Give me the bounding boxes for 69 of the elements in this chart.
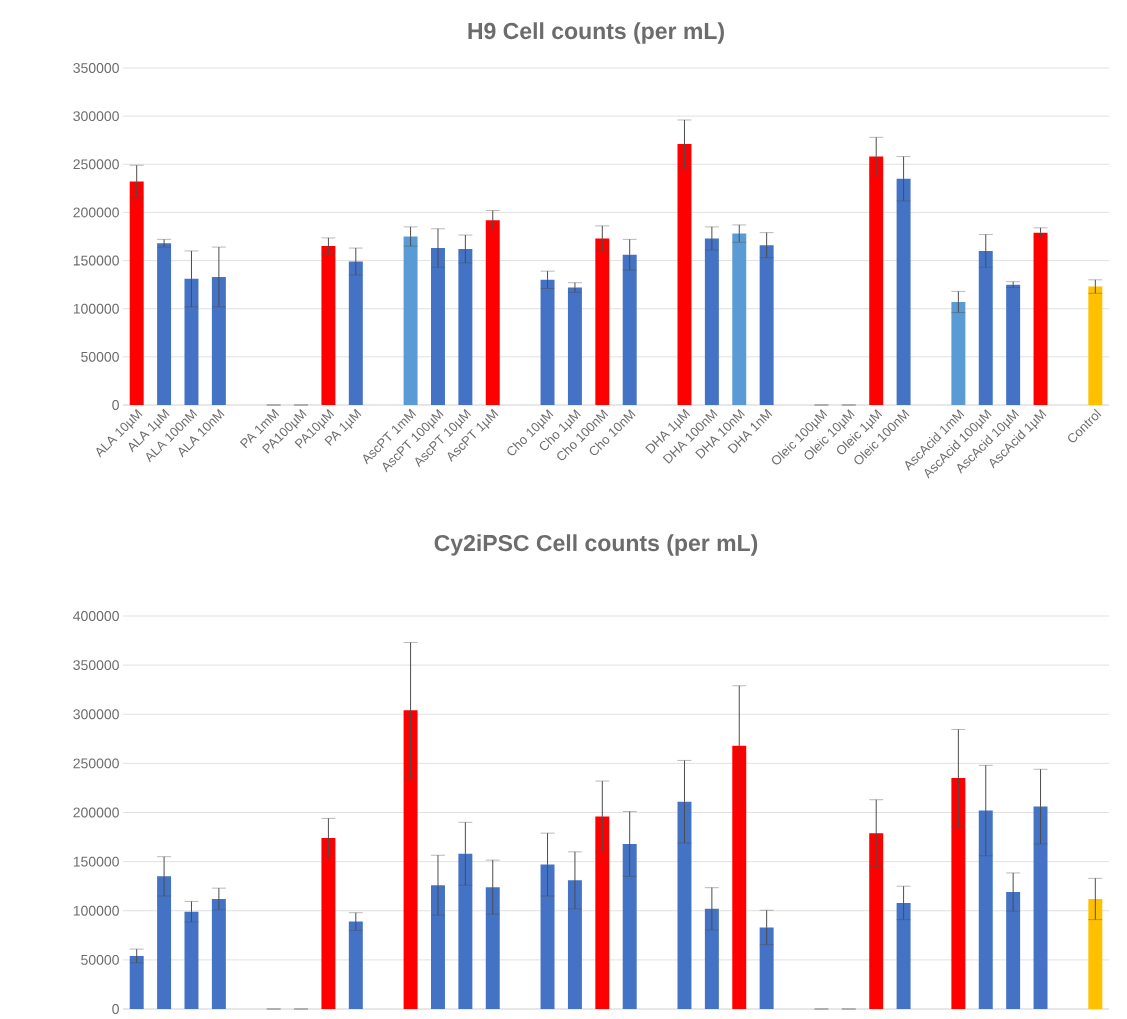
bar — [129, 955, 144, 1009]
bar — [1088, 898, 1103, 1009]
bar — [732, 233, 747, 405]
bar — [869, 833, 884, 1009]
bar — [595, 238, 610, 405]
bar — [1006, 892, 1021, 1009]
bar — [677, 144, 692, 405]
y-tick-label: 350000 — [73, 660, 119, 671]
bar — [704, 908, 719, 1009]
y-tick-label: 0 — [112, 400, 119, 410]
bar — [896, 902, 911, 1009]
bar — [485, 887, 500, 1009]
bar — [211, 898, 226, 1009]
bar — [458, 853, 473, 1009]
bar — [321, 246, 336, 405]
bar — [184, 278, 199, 405]
y-tick-label: 50000 — [81, 954, 119, 965]
chart-title: Cy2iPSC Cell counts (per mL) — [434, 534, 758, 556]
bar — [348, 261, 363, 405]
bar — [430, 885, 445, 1009]
bar — [211, 276, 226, 405]
y-tick-label: 350000 — [73, 63, 119, 73]
y-tick-label: 100000 — [73, 303, 119, 314]
y-tick-label: 300000 — [73, 111, 119, 122]
bar — [540, 279, 555, 405]
bar — [978, 250, 993, 405]
y-tick-label: 100000 — [73, 905, 119, 916]
bar — [622, 254, 637, 405]
bar — [540, 864, 555, 1009]
bar — [1006, 284, 1021, 405]
y-tick-label: 150000 — [73, 255, 119, 266]
bar — [978, 810, 993, 1009]
bar — [403, 236, 418, 405]
bar — [732, 745, 747, 1009]
bar — [869, 156, 884, 405]
y-tick-label: 300000 — [73, 709, 119, 720]
bar — [1033, 232, 1048, 405]
bar — [759, 245, 774, 405]
bar — [951, 778, 966, 1009]
bar — [704, 238, 719, 405]
bar — [896, 178, 911, 405]
y-tick-label: 200000 — [73, 207, 119, 218]
y-tick-label: 200000 — [73, 807, 119, 818]
bar — [458, 249, 473, 405]
bar — [184, 911, 199, 1009]
bar — [157, 243, 172, 405]
bar — [1033, 806, 1048, 1009]
y-tick-label: 250000 — [73, 758, 119, 769]
bar — [157, 876, 172, 1009]
bar — [759, 927, 774, 1009]
y-tick-label: 250000 — [73, 159, 119, 170]
bar — [1088, 286, 1103, 405]
bar — [677, 801, 692, 1009]
bar — [430, 248, 445, 405]
y-tick-label: 400000 — [73, 611, 119, 621]
bar — [622, 843, 637, 1009]
bar — [595, 816, 610, 1009]
bar — [567, 880, 582, 1009]
bar — [403, 710, 418, 1009]
bar — [485, 220, 500, 405]
y-tick-label: 50000 — [81, 351, 119, 362]
chart-title: H9 Cell counts (per mL) — [468, 22, 724, 44]
bar — [567, 287, 582, 405]
bar — [951, 301, 966, 405]
bar — [129, 181, 144, 405]
bar — [321, 838, 336, 1009]
y-tick-label: 0 — [112, 1004, 119, 1014]
y-tick-label: 150000 — [73, 856, 119, 867]
bar — [348, 921, 363, 1009]
